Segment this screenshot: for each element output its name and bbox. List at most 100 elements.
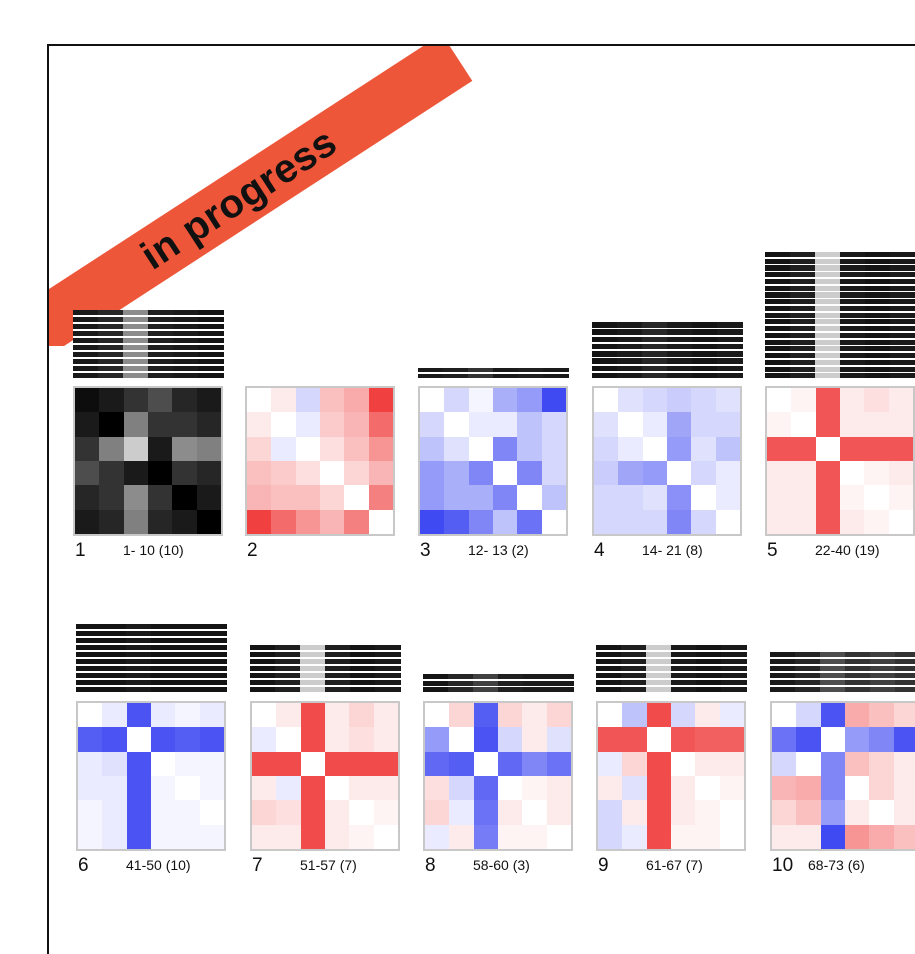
matrix-cell bbox=[425, 824, 450, 850]
matrix-cell bbox=[320, 461, 345, 486]
bar-segment bbox=[423, 674, 449, 680]
matrix-cell bbox=[719, 727, 745, 753]
bar-segment bbox=[617, 351, 643, 357]
bar-segment bbox=[765, 285, 791, 291]
bar-segment bbox=[73, 317, 99, 323]
bar-segment bbox=[126, 631, 152, 637]
bar-segment bbox=[101, 645, 127, 651]
matrix-cell bbox=[522, 703, 548, 728]
matrix-cell bbox=[815, 388, 841, 413]
matrix-cell bbox=[864, 509, 890, 535]
cluster-bar-stack bbox=[770, 652, 915, 694]
bar-segment bbox=[795, 666, 821, 672]
matrix-cell bbox=[75, 436, 100, 462]
bar-segment bbox=[865, 319, 891, 325]
bar-segment bbox=[815, 353, 841, 359]
correlation-matrix bbox=[245, 386, 395, 536]
bar-segment bbox=[592, 358, 618, 364]
bar-segment bbox=[765, 252, 791, 258]
matrix-cell bbox=[695, 824, 721, 850]
matrix-cell bbox=[151, 751, 176, 777]
matrix-cell bbox=[276, 727, 302, 753]
matrix-cell bbox=[667, 388, 692, 413]
bar-segment bbox=[890, 366, 915, 372]
matrix-cell bbox=[667, 461, 692, 486]
matrix-cell bbox=[767, 388, 792, 413]
bar-segment bbox=[375, 666, 401, 672]
matrix-cell bbox=[368, 461, 394, 486]
bar-segment bbox=[300, 680, 326, 686]
in-progress-banner: in progress bbox=[49, 46, 473, 346]
matrix-cell bbox=[541, 412, 567, 438]
bar-segment bbox=[148, 331, 174, 337]
matrix-cell bbox=[420, 412, 445, 438]
matrix-cell bbox=[815, 436, 841, 462]
bar-segment bbox=[845, 673, 871, 679]
matrix-cell bbox=[522, 727, 548, 753]
matrix-cell bbox=[78, 727, 103, 753]
bar-segment bbox=[865, 265, 891, 271]
cluster-bar-stack bbox=[73, 310, 224, 380]
matrix-cell bbox=[196, 388, 222, 413]
matrix-cell bbox=[498, 727, 523, 753]
bar-segment bbox=[173, 317, 199, 323]
matrix-cell bbox=[719, 824, 745, 850]
matrix-cell bbox=[199, 824, 225, 850]
matrix-cell bbox=[493, 412, 518, 438]
matrix-cell bbox=[349, 800, 375, 826]
matrix-cell bbox=[349, 703, 375, 728]
bar-segment bbox=[815, 366, 841, 372]
matrix-cell bbox=[102, 800, 128, 826]
bar-segment bbox=[642, 351, 668, 357]
matrix-cell bbox=[196, 509, 222, 535]
bar-segment bbox=[642, 372, 668, 379]
cluster-number: 10 bbox=[772, 855, 794, 876]
bar-segment bbox=[123, 324, 149, 330]
matrix-cell bbox=[594, 388, 619, 413]
matrix-cell bbox=[102, 727, 128, 753]
bar-segment bbox=[148, 373, 174, 379]
bar-segment bbox=[173, 338, 199, 344]
matrix-cell bbox=[796, 751, 822, 777]
bar-segment bbox=[123, 359, 149, 365]
matrix-cell bbox=[123, 485, 149, 511]
matrix-cell bbox=[78, 800, 103, 826]
bar-segment bbox=[790, 366, 816, 372]
bar-segment bbox=[98, 324, 124, 330]
matrix-cell bbox=[618, 388, 644, 413]
bar-segment bbox=[101, 652, 127, 658]
bar-segment bbox=[201, 687, 227, 693]
matrix-cell bbox=[695, 751, 721, 777]
bar-segment bbox=[765, 272, 791, 278]
cluster-bar-stack bbox=[596, 645, 747, 694]
matrix-cell bbox=[493, 461, 518, 486]
bar-segment bbox=[865, 359, 891, 365]
matrix-cell bbox=[893, 727, 915, 753]
bar-segment bbox=[621, 680, 647, 686]
bar-segment bbox=[765, 305, 791, 312]
bar-segment bbox=[275, 666, 301, 672]
bar-segment bbox=[76, 631, 102, 637]
bar-segment bbox=[73, 338, 99, 344]
matrix-cell bbox=[325, 776, 350, 801]
cluster-bar-stack bbox=[418, 368, 569, 380]
bar-segment bbox=[548, 687, 574, 693]
bar-segment bbox=[617, 329, 643, 335]
matrix-cell bbox=[594, 461, 619, 486]
cluster-range: 14- 21 (8) bbox=[642, 542, 703, 558]
bar-segment bbox=[300, 652, 326, 658]
bar-segment bbox=[696, 659, 722, 665]
matrix-cell bbox=[123, 509, 149, 535]
matrix-cell bbox=[102, 703, 128, 728]
matrix-cell bbox=[772, 727, 797, 753]
bar-segment bbox=[865, 278, 891, 285]
matrix-cell bbox=[247, 461, 272, 486]
bar-segment bbox=[375, 673, 401, 679]
matrix-cell bbox=[869, 776, 895, 801]
correlation-matrix bbox=[596, 701, 746, 851]
bar-segment bbox=[98, 310, 124, 316]
bar-segment bbox=[201, 631, 227, 637]
bar-segment bbox=[721, 680, 747, 686]
matrix-cell bbox=[449, 776, 475, 801]
matrix-cell bbox=[196, 461, 222, 486]
